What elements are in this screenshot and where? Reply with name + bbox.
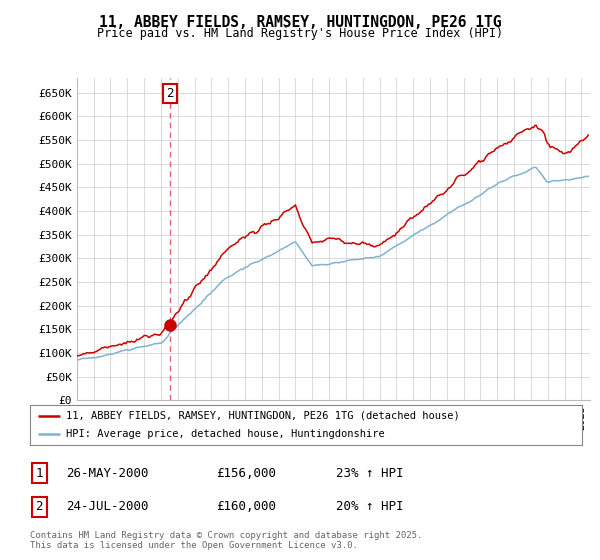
Text: HPI: Average price, detached house, Huntingdonshire: HPI: Average price, detached house, Hunt… [66, 430, 385, 439]
Text: 1: 1 [35, 466, 43, 480]
Text: £156,000: £156,000 [216, 466, 276, 480]
Text: Contains HM Land Registry data © Crown copyright and database right 2025.
This d: Contains HM Land Registry data © Crown c… [30, 530, 422, 550]
Text: 2: 2 [35, 500, 43, 514]
Text: 2: 2 [166, 87, 174, 100]
Text: Price paid vs. HM Land Registry's House Price Index (HPI): Price paid vs. HM Land Registry's House … [97, 27, 503, 40]
Text: 11, ABBEY FIELDS, RAMSEY, HUNTINGDON, PE26 1TG: 11, ABBEY FIELDS, RAMSEY, HUNTINGDON, PE… [99, 15, 501, 30]
Text: 11, ABBEY FIELDS, RAMSEY, HUNTINGDON, PE26 1TG (detached house): 11, ABBEY FIELDS, RAMSEY, HUNTINGDON, PE… [66, 411, 460, 421]
Text: 26-MAY-2000: 26-MAY-2000 [66, 466, 149, 480]
Text: 20% ↑ HPI: 20% ↑ HPI [336, 500, 404, 514]
Text: £160,000: £160,000 [216, 500, 276, 514]
Text: 24-JUL-2000: 24-JUL-2000 [66, 500, 149, 514]
Text: 23% ↑ HPI: 23% ↑ HPI [336, 466, 404, 480]
